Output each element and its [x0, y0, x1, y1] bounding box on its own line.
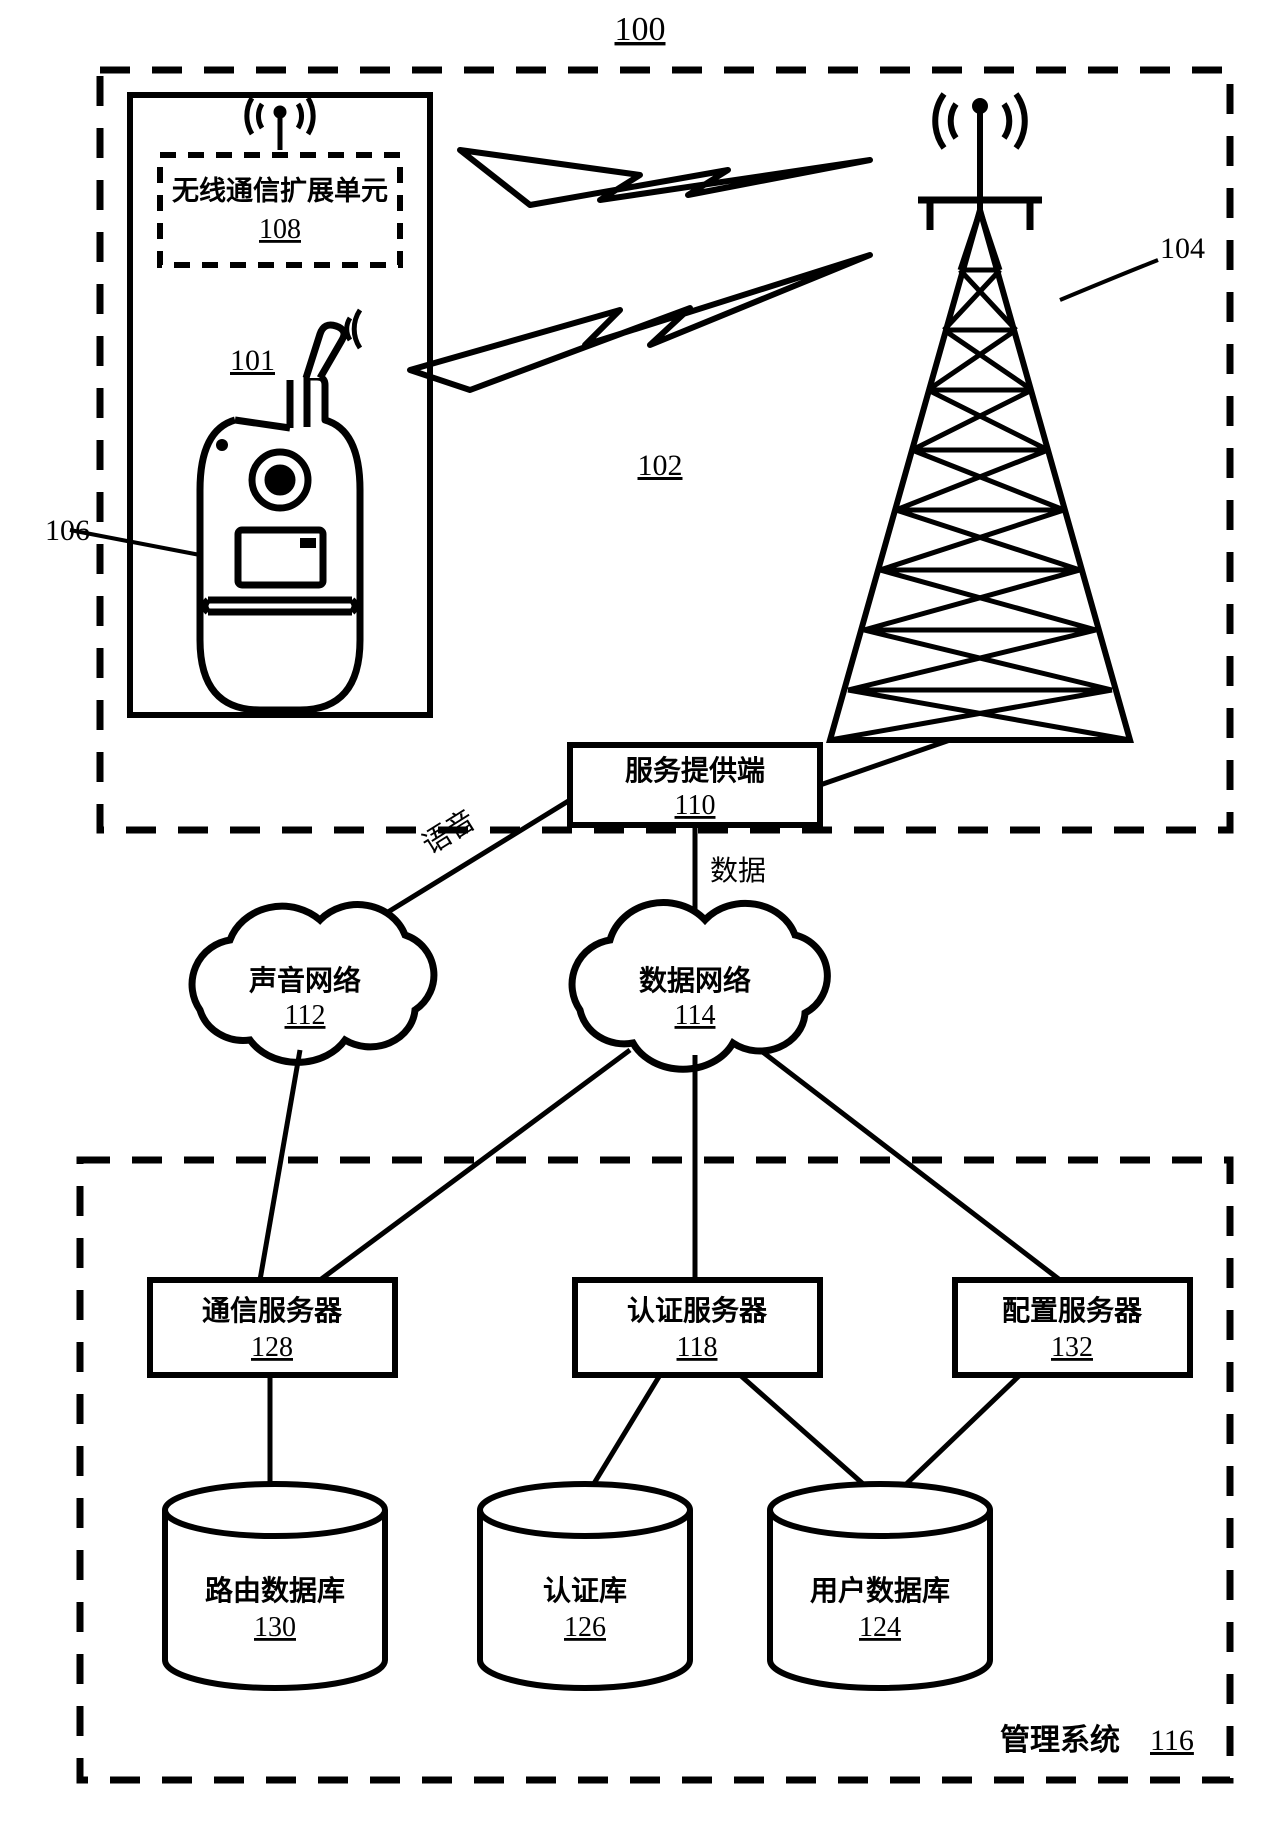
air-ref-num: 102 [638, 449, 683, 482]
phone-ref-num: 106 [45, 514, 90, 547]
auth-authdb-link [590, 1375, 660, 1490]
user-db-num: 124 [859, 1612, 901, 1643]
data-cloud: 数据网络 114 [572, 903, 827, 1070]
cfg-server-num: 132 [1051, 1332, 1093, 1363]
user-db-label: 用户数据库 [810, 1574, 950, 1607]
cfg-server-label: 配置服务器 [1002, 1295, 1143, 1327]
cell-tower-icon [830, 94, 1130, 740]
auth-db-label: 认证库 [543, 1575, 627, 1607]
voice-cloud: 声音网络 112 [192, 905, 434, 1063]
svg-text:数据网络: 数据网络 [639, 964, 751, 997]
route-db-num: 130 [254, 1612, 296, 1643]
mobile-phone-icon [200, 310, 360, 710]
auth-server-label: 认证服务器 [627, 1295, 768, 1327]
rf-link-bottom [410, 255, 870, 390]
cfg-userdb-link [900, 1375, 1020, 1490]
mgmt-label: 管理系统 [1000, 1723, 1120, 1757]
provider-label: 服务提供端 [625, 755, 765, 787]
tower-ref-num: 104 [1160, 232, 1205, 265]
data-cfg-link [760, 1050, 1060, 1280]
tower-ref-leader [1060, 260, 1158, 300]
auth-server-num: 118 [677, 1332, 718, 1363]
auth-db-num: 126 [564, 1612, 606, 1643]
data-edge-label: 数据 [710, 855, 766, 887]
ext-unit-num: 108 [259, 214, 301, 245]
ext-unit-label: 无线通信扩展单元 [172, 176, 388, 206]
comm-server-num: 128 [251, 1332, 293, 1363]
inner-group-ref: 101 [230, 344, 275, 377]
route-db-label: 路由数据库 [205, 1575, 345, 1607]
voice-comm-link [260, 1050, 300, 1280]
tower-provider-link [820, 740, 950, 785]
system-ref-num: 100 [615, 11, 666, 48]
voice-edge-label: 语音 [417, 804, 481, 861]
rf-link-top [460, 150, 870, 205]
data-comm-link [320, 1050, 630, 1280]
svg-text:声音网络: 声音网络 [249, 964, 361, 997]
svg-text:114: 114 [675, 1000, 716, 1031]
svg-text:112: 112 [285, 1000, 326, 1031]
diagram-canvas: 100 101 无线通信扩展单元 108 106 [0, 0, 1280, 1830]
ext-antenna-icon [247, 98, 313, 150]
comm-server-label: 通信服务器 [202, 1295, 343, 1327]
ext-unit-box [160, 155, 400, 265]
provider-num: 110 [675, 790, 716, 821]
mgmt-num: 116 [1150, 1724, 1194, 1757]
auth-userdb-link [740, 1375, 870, 1490]
